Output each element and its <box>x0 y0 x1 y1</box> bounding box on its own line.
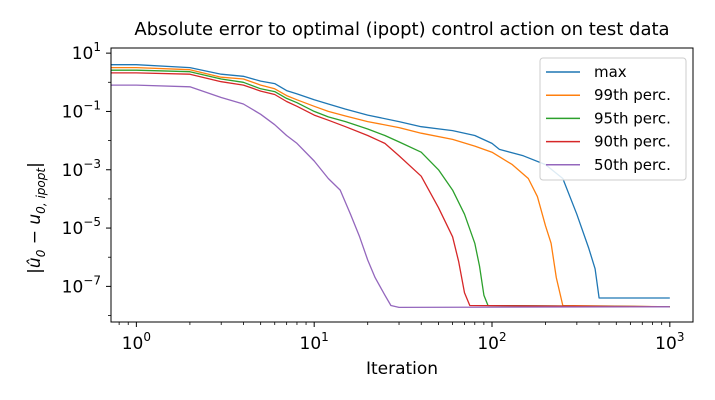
legend-item-label: 99th perc. <box>594 86 671 104</box>
y-label-suffix: | <box>25 162 45 168</box>
x-tick-label-1: 100 <box>122 330 151 354</box>
x-tick-label-4: 103 <box>655 330 684 354</box>
y-label-sub2: 0, ipopt <box>34 167 48 214</box>
x-axis-label: Iteration <box>366 359 438 379</box>
y-label-base2: u <box>25 214 45 225</box>
legend-item-label: 90th perc. <box>594 133 671 151</box>
legend-item-label: 50th perc. <box>594 156 671 174</box>
x-tick-label-3: 102 <box>477 330 506 354</box>
series-line-2 <box>111 66 670 308</box>
legend-item-label: max <box>594 63 627 81</box>
y-tick-label-4: 10−5 <box>62 215 101 239</box>
y-tick-label-3: 10−3 <box>62 157 101 181</box>
y-label-base1: û <box>25 257 45 268</box>
x-tick-label-2: 101 <box>300 330 329 354</box>
series-line-5 <box>111 84 670 309</box>
legend-box <box>539 57 687 181</box>
axis-ticks: 100 101 102 103 101 10−1 10−3 10−5 10−7 <box>62 40 685 354</box>
chart-title: Absolute error to optimal (ipopt) contro… <box>134 19 669 40</box>
y-tick-label-2: 10−1 <box>62 98 101 122</box>
y-axis-label: |û0 − u0, ipopt| <box>25 162 48 274</box>
legend-item-label: 95th perc. <box>594 109 671 127</box>
series-layer <box>111 64 670 309</box>
plot-area <box>110 47 694 323</box>
y-label-sub1: 0 <box>34 249 48 257</box>
series-line-4 <box>111 72 670 308</box>
y-tick-label-5: 10−7 <box>62 273 101 297</box>
legend: max 99th perc. 95th perc. 90th perc. 50th pe… <box>539 57 687 181</box>
series-line-1 <box>111 64 670 299</box>
series-line-3 <box>111 69 670 308</box>
y-tick-label-1: 101 <box>72 40 101 64</box>
y-label-prefix: | <box>25 268 45 274</box>
y-label-minus: − <box>25 225 45 250</box>
